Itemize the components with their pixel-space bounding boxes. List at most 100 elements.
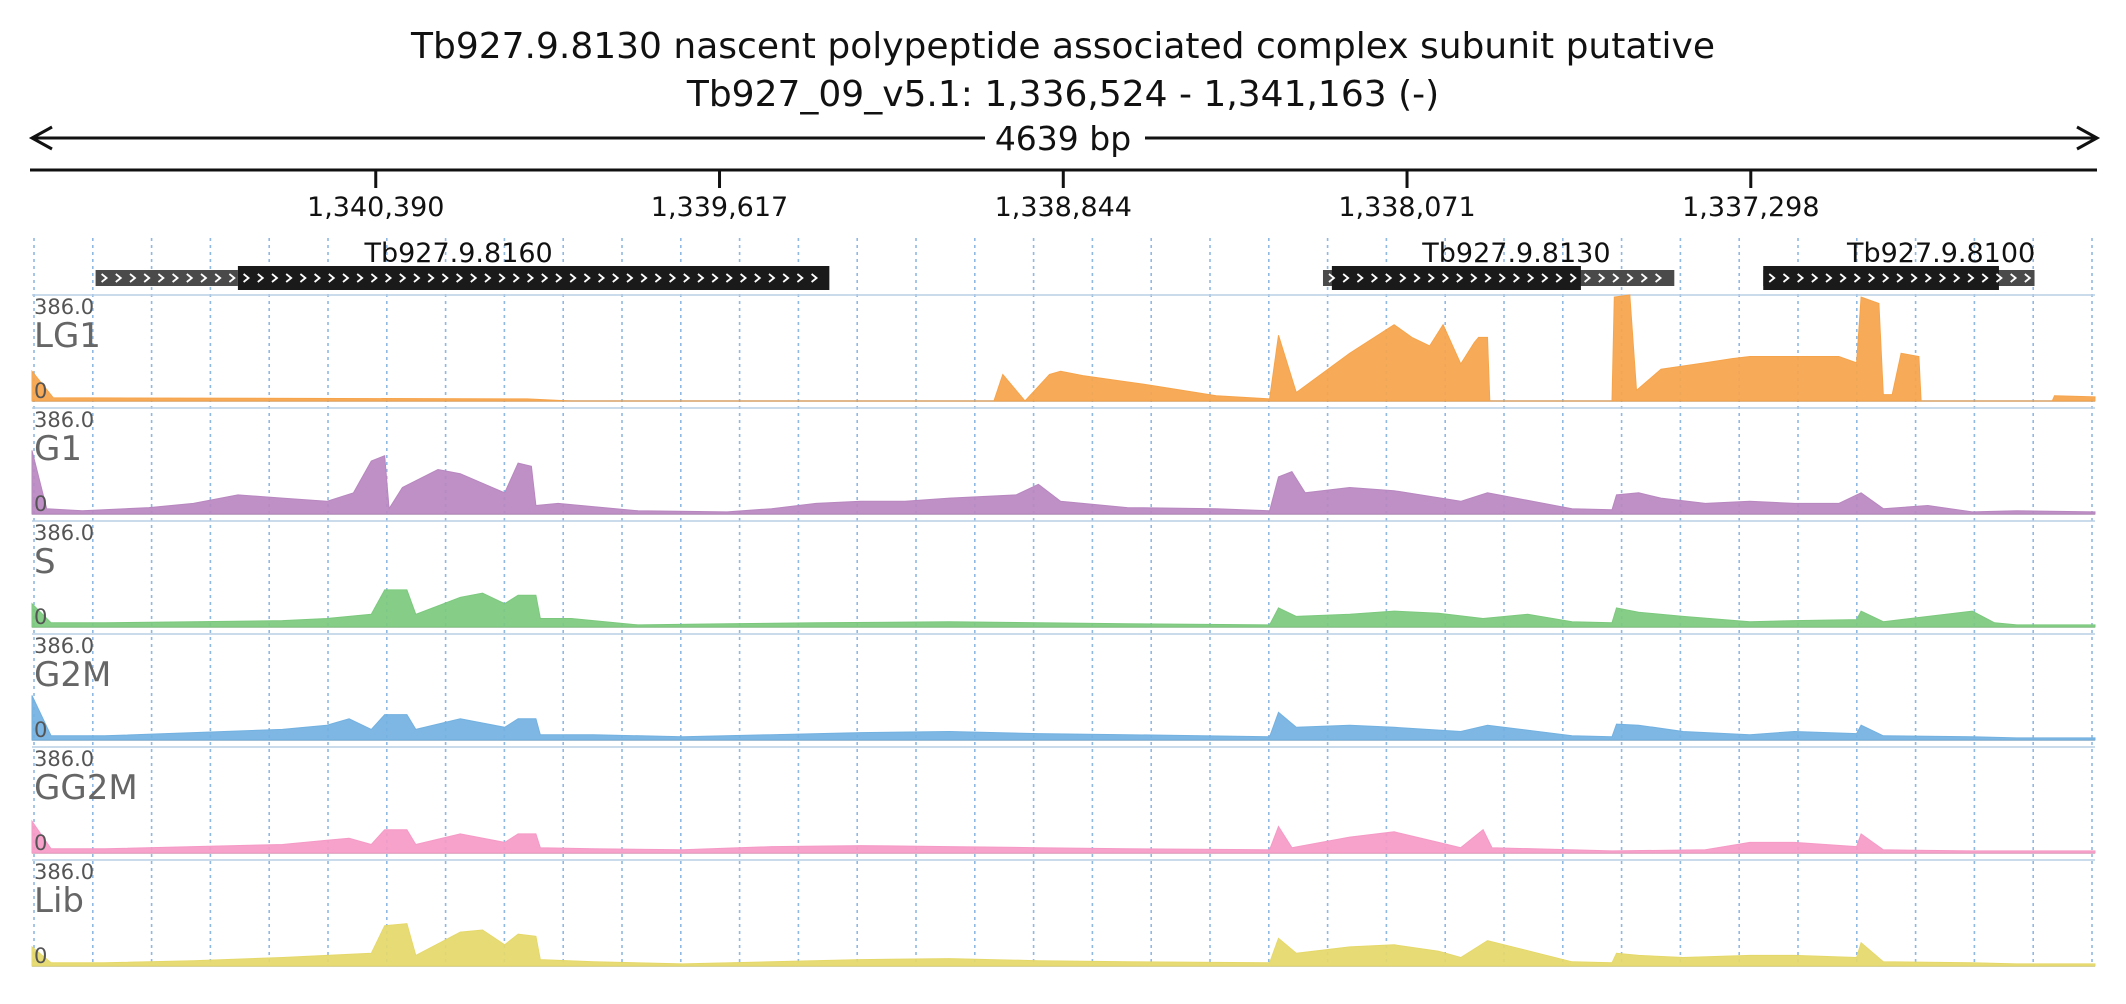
gene-cds [1763,266,1999,290]
strand-arrow [1541,273,1549,283]
strand-arrow [626,273,634,283]
coverage-area-gg2m [31,819,2096,854]
strand-arrow [470,273,478,283]
strand-arrow [257,273,265,283]
axis-tick-label: 1,340,390 [307,192,444,223]
strand-arrow [101,273,109,283]
strand-arrow [1555,273,1563,283]
strand-arrow [200,273,208,283]
strand-arrow [1811,273,1819,283]
strand-arrow [271,273,279,283]
strand-arrow [1995,273,2003,283]
strand-arrow [1612,273,1620,283]
strand-arrow [782,273,790,283]
track-ymin-label: 0 [34,492,47,516]
strand-arrow [1584,273,1592,283]
strand-arrow [1456,273,1464,283]
strand-arrow [527,273,535,283]
strand-arrow [243,273,251,283]
track-ymax-label: 386.0 [34,634,94,658]
strand-arrow [654,273,662,283]
strand-arrow [740,273,748,283]
chart-subtitle: Tb927_09_v5.1: 1,336,524 - 1,341,163 (-) [686,74,1439,115]
strand-arrow [1484,273,1492,283]
track-ymax-label: 386.0 [34,521,94,545]
track-ymin-label: 0 [34,379,47,403]
strand-arrow [2010,273,2018,283]
strand-arrow [1356,273,1364,283]
strand-arrow [1385,273,1393,283]
strand-arrow [214,273,222,283]
strand-arrow [172,273,180,283]
strand-arrow [1427,273,1435,283]
track-ymin-label: 0 [34,831,47,855]
strand-arrow [640,273,648,283]
strand-arrow [1924,273,1932,283]
strand-arrow [342,273,350,283]
track-ymin-label: 0 [34,944,47,968]
span-arrowhead-left [28,125,53,151]
coordinate-axis: 1,340,390 1,339,617 1,338,844 1,338,071 1,33… [30,168,2097,223]
strand-arrow [768,273,776,283]
axis-tick-label: 1,338,844 [995,192,1132,223]
strand-arrow [512,273,520,283]
strand-arrow [697,273,705,283]
strand-arrow [441,273,449,283]
strand-arrow [1868,273,1876,283]
axis-ticks: 1,340,390 1,339,617 1,338,844 1,338,071 1,33… [307,170,1820,223]
gene-label: Tb927.9.8160 [364,238,553,269]
strand-arrow [669,273,677,283]
strand-arrow [541,273,549,283]
strand-arrow [328,273,336,283]
strand-arrow [1442,273,1450,283]
track-ymax-label: 386.0 [34,860,94,884]
track-ymin-label: 0 [34,718,47,742]
track-name-label: S [34,542,56,582]
coverage-area-g2m [31,695,2096,741]
strand-arrow [1825,273,1833,283]
strand-arrow [612,273,620,283]
coverage-area-lib [31,923,2096,967]
strand-arrow [1839,273,1847,283]
strand-arrow [1342,273,1350,283]
strand-arrow [299,273,307,283]
track-ymin-label: 0 [34,605,47,629]
strand-arrow [356,273,364,283]
strand-arrow [1598,273,1606,283]
strand-arrow [115,273,123,283]
coverage-area-g1 [31,450,2096,515]
strand-arrow [1399,273,1407,283]
strand-arrow [1939,273,1947,283]
strand-arrow [370,273,378,283]
strand-arrow [1797,273,1805,283]
coverage-tracks: 386.00LG1386.00G1386.00S386.00G2M386.00G… [31,294,2096,968]
strand-arrow [385,273,393,283]
coverage-area-lg1 [31,294,2096,402]
strand-arrow [484,273,492,283]
track-name-label: G1 [34,429,82,469]
track-name-label: LG1 [34,316,101,356]
strand-arrow [725,273,733,283]
strand-arrow [1967,273,1975,283]
strand-arrow [186,273,194,283]
track-ymax-label: 386.0 [34,747,94,771]
strand-arrow [683,273,691,283]
strand-arrow [1655,273,1663,283]
track-name-label: GG2M [34,768,138,808]
span-arrow: 4639 bp [28,119,2101,158]
strand-arrow [583,273,591,283]
strand-arrow [711,273,719,283]
strand-arrow [129,273,137,283]
strand-arrow [1981,273,1989,283]
track-name-label: Lib [34,881,84,921]
span-length-label: 4639 bp [995,119,1131,158]
axis-tick-label: 1,337,298 [1682,192,1819,223]
strand-arrow [1896,273,1904,283]
strand-arrow [427,273,435,283]
strand-arrow [1470,273,1478,283]
strand-arrow [1953,273,1961,283]
strand-arrow [811,273,819,283]
track-ymax-label: 386.0 [34,295,94,319]
strand-arrow [399,273,407,283]
